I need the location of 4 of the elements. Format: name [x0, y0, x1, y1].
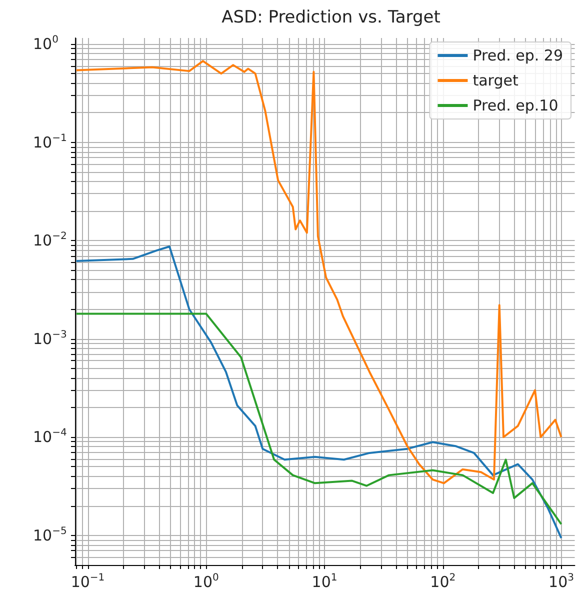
legend-label: Pred. ep. 29 [472, 46, 564, 64]
legend-label: target [472, 72, 518, 90]
legend-label: Pred. ep.10 [472, 96, 558, 114]
chart-title: ASD: Prediction vs. Target [222, 8, 441, 28]
